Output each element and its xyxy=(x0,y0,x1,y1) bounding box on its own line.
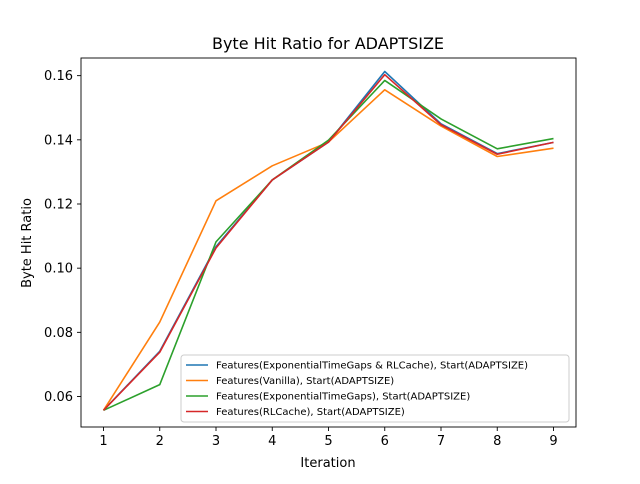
x-tick-label: 5 xyxy=(324,434,332,449)
series-line-3 xyxy=(103,79,554,412)
x-axis: 1 2 3 4 5 6 7 8 9 xyxy=(99,427,558,449)
legend: Features(ExponentialTimeGaps & RLCache),… xyxy=(180,354,570,423)
legend-label-3: Features(ExponentialTimeGaps), Start(ADA… xyxy=(216,392,470,403)
legend-label-2: Features(Vanilla), Start(ADAPTSIZE) xyxy=(216,376,394,387)
x-tick-label: 6 xyxy=(381,434,389,449)
chart-title: Byte Hit Ratio for ADAPTSIZE xyxy=(212,34,444,53)
x-tick-label: 9 xyxy=(549,434,557,449)
y-axis-label: Byte Hit Ratio xyxy=(20,198,35,288)
y-tick-label: 0.12 xyxy=(44,197,73,212)
y-axis: 0.06 0.08 0.10 0.12 0.14 0.16 xyxy=(44,69,81,405)
legend-label-1: Features(ExponentialTimeGaps & RLCache),… xyxy=(216,361,528,372)
plot-area xyxy=(80,57,577,428)
x-axis-label: Iteration xyxy=(300,456,355,471)
legend-box xyxy=(180,354,570,423)
x-tick-label: 2 xyxy=(156,434,164,449)
y-tick-label: 0.10 xyxy=(44,262,73,277)
x-tick-label: 1 xyxy=(99,434,107,449)
series-line-4 xyxy=(102,73,554,411)
x-tick-label: 8 xyxy=(493,434,501,449)
y-tick-label: 0.08 xyxy=(44,326,73,341)
x-tick-label: 7 xyxy=(437,434,445,449)
legend-label-4: Features(RLCache), Start(ADAPTSIZE) xyxy=(216,407,405,418)
y-tick-label: 0.14 xyxy=(44,133,73,148)
x-tick-label: 3 xyxy=(212,434,220,449)
y-tick-label: 0.06 xyxy=(44,390,73,405)
y-tick-label: 0.16 xyxy=(44,69,73,84)
x-tick-label: 4 xyxy=(268,434,276,449)
